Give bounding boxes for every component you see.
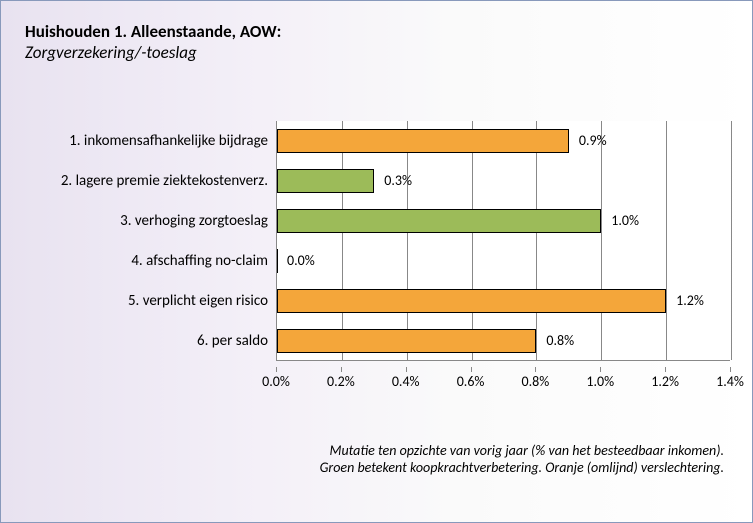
footer-line1: Mutatie ten opzichte van vorig jaar (% v… [320, 442, 724, 459]
bar [277, 209, 601, 233]
bar-value-label: 1.2% [676, 292, 704, 309]
chart-title-block: Huishouden 1. Alleenstaande, AOW: Zorgve… [25, 21, 281, 63]
x-tick [341, 367, 342, 372]
bar [277, 289, 666, 313]
y-axis-label: 2. lagere premie ziektekostenverz. [25, 161, 276, 201]
y-axis-label: 1. inkomensafhankelijke bijdrage [25, 121, 276, 161]
chart-footer-note: Mutatie ten opzichte van vorig jaar (% v… [320, 442, 724, 476]
gridline [472, 121, 473, 360]
x-tick [535, 367, 536, 372]
x-tick-label: 0.6% [457, 373, 485, 390]
bar [277, 249, 278, 273]
x-axis: 0.0%0.2%0.4%0.6%0.8%1.0%1.2%1.4% [276, 367, 730, 397]
gridline [407, 121, 408, 360]
x-tick-label: 0.4% [392, 373, 420, 390]
bar [277, 329, 536, 353]
y-axis-label: 4. afschaffing no-claim [25, 241, 276, 281]
chart-title-line2: Zorgverzekering/-toeslag [25, 42, 281, 63]
y-axis-label: 3. verhoging zorgtoeslag [25, 201, 276, 241]
gridline [731, 121, 732, 360]
y-axis-label: 5. verplicht eigen risico [25, 281, 276, 321]
chart-area: 1. inkomensafhankelijke bijdrage2. lager… [25, 121, 730, 401]
bar [277, 129, 569, 153]
bar-value-label: 0.9% [579, 132, 607, 149]
plot-area: 0.9% 0.3% 1.0% 0.0% 1.2% 0.8% [276, 121, 730, 361]
bar-value-label: 1.0% [611, 212, 639, 229]
bar-value-label: 0.0% [287, 252, 315, 269]
y-axis-label: 6. per saldo [25, 321, 276, 361]
gridline [601, 121, 602, 360]
gridline [342, 121, 343, 360]
bar-value-label: 0.8% [546, 332, 574, 349]
gridline [536, 121, 537, 360]
x-tick [665, 367, 666, 372]
footer-line2: Groen betekent koopkrachtverbetering. Or… [320, 459, 724, 476]
x-tick [471, 367, 472, 372]
bar [277, 169, 374, 193]
x-tick [276, 367, 277, 372]
x-tick-label: 0.0% [262, 373, 290, 390]
x-tick-label: 0.2% [327, 373, 355, 390]
x-tick-label: 0.8% [522, 373, 550, 390]
chart-title-line1: Huishouden 1. Alleenstaande, AOW: [25, 21, 281, 42]
x-tick-label: 1.2% [651, 373, 679, 390]
x-tick [730, 367, 731, 372]
x-tick-label: 1.4% [716, 373, 744, 390]
x-tick-label: 1.0% [586, 373, 614, 390]
x-tick [600, 367, 601, 372]
gridline [666, 121, 667, 360]
bar-value-label: 0.3% [384, 172, 412, 189]
x-tick [406, 367, 407, 372]
y-axis-labels: 1. inkomensafhankelijke bijdrage2. lager… [25, 121, 276, 361]
